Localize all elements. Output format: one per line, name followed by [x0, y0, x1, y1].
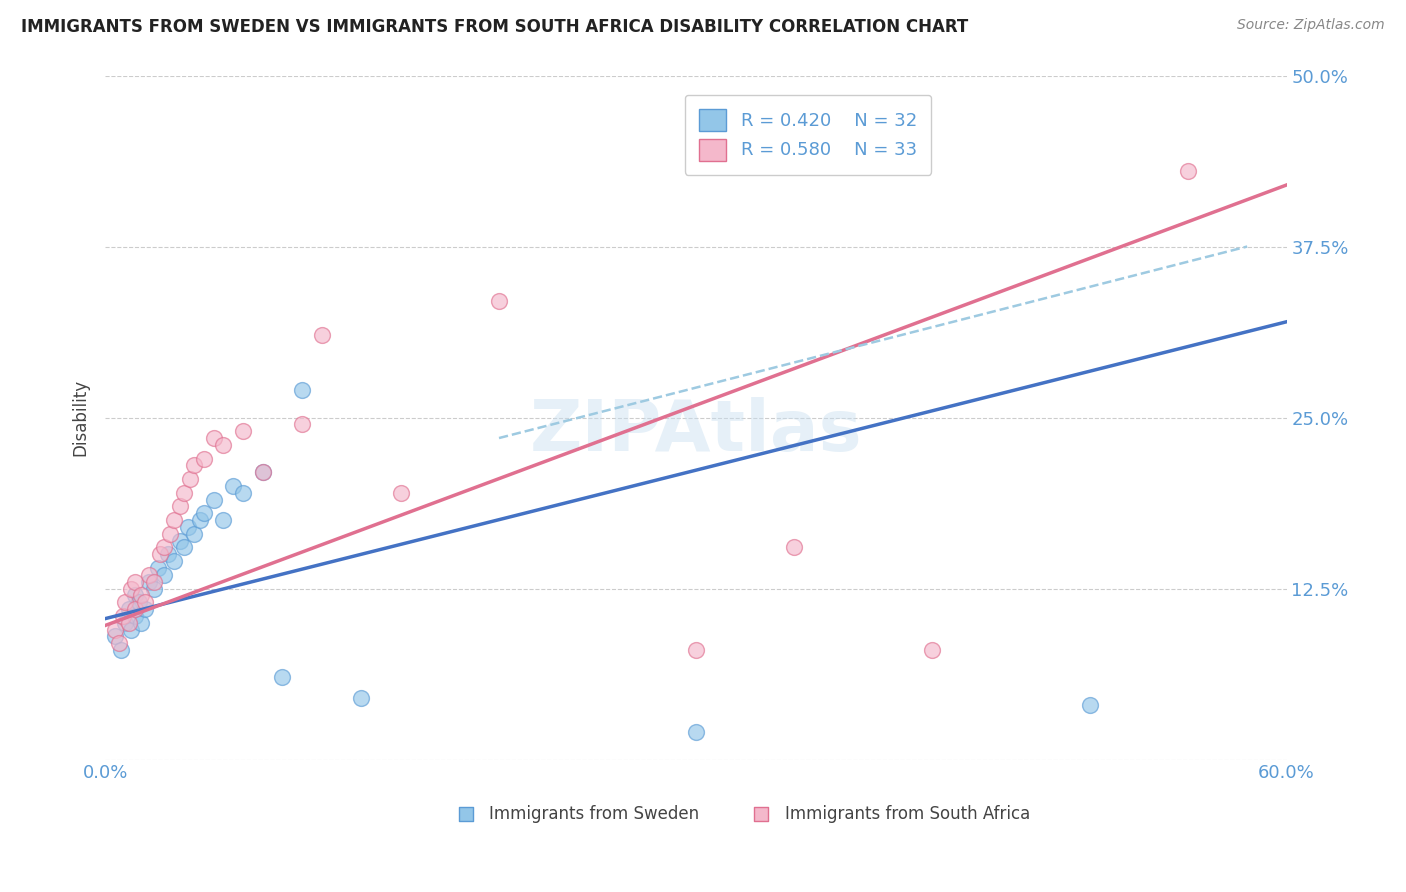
Text: Immigrants from South Africa: Immigrants from South Africa — [785, 805, 1029, 823]
Point — [193, 506, 215, 520]
Point — [149, 547, 172, 561]
Point — [134, 602, 156, 616]
Point — [193, 451, 215, 466]
Point — [212, 438, 235, 452]
Point — [1187, 862, 1209, 876]
Point — [110, 643, 132, 657]
Point — [685, 643, 707, 657]
Point — [134, 595, 156, 609]
Point — [124, 608, 146, 623]
Point — [173, 485, 195, 500]
Point — [143, 582, 166, 596]
Point — [148, 561, 170, 575]
Point — [173, 541, 195, 555]
Point — [114, 615, 136, 630]
Point — [138, 567, 160, 582]
Point — [120, 623, 142, 637]
Point — [202, 431, 225, 445]
Point — [124, 602, 146, 616]
Y-axis label: Disability: Disability — [72, 379, 89, 456]
Point — [111, 608, 134, 623]
Point — [129, 615, 152, 630]
Point — [695, 862, 717, 876]
Point — [1177, 164, 1199, 178]
Point — [921, 643, 943, 657]
Point — [271, 670, 294, 684]
Point — [1078, 698, 1101, 712]
Point — [153, 567, 176, 582]
Point — [232, 485, 254, 500]
Point — [179, 472, 201, 486]
Point — [159, 526, 181, 541]
Point — [291, 383, 314, 397]
Text: ZIPAtlas: ZIPAtlas — [530, 397, 862, 466]
Point — [232, 424, 254, 438]
Point — [183, 458, 205, 473]
Point — [114, 595, 136, 609]
Point — [124, 588, 146, 602]
Point — [291, 417, 314, 432]
Text: Source: ZipAtlas.com: Source: ZipAtlas.com — [1237, 18, 1385, 32]
Point — [169, 533, 191, 548]
Text: Immigrants from Sweden: Immigrants from Sweden — [489, 805, 699, 823]
Point — [685, 725, 707, 739]
Point — [177, 520, 200, 534]
Point — [169, 500, 191, 514]
Point — [252, 465, 274, 479]
Point — [188, 513, 211, 527]
Point — [120, 582, 142, 596]
Point — [138, 574, 160, 589]
Point — [252, 465, 274, 479]
Point — [118, 615, 141, 630]
Point — [157, 547, 180, 561]
Point — [183, 526, 205, 541]
Point — [104, 629, 127, 643]
Point — [350, 690, 373, 705]
Point — [783, 541, 806, 555]
Point — [163, 513, 186, 527]
Point — [104, 623, 127, 637]
Point — [163, 554, 186, 568]
Point — [202, 492, 225, 507]
Point — [212, 513, 235, 527]
Text: IMMIGRANTS FROM SWEDEN VS IMMIGRANTS FROM SOUTH AFRICA DISABILITY CORRELATION CH: IMMIGRANTS FROM SWEDEN VS IMMIGRANTS FRO… — [21, 18, 969, 36]
Point — [153, 541, 176, 555]
Point — [389, 485, 412, 500]
Point — [118, 602, 141, 616]
Point — [108, 636, 131, 650]
Point — [128, 595, 150, 609]
Point — [129, 588, 152, 602]
Point — [311, 328, 333, 343]
Point — [143, 574, 166, 589]
Point — [488, 294, 510, 309]
Point — [222, 479, 245, 493]
Legend: R = 0.420    N = 32, R = 0.580    N = 33: R = 0.420 N = 32, R = 0.580 N = 33 — [685, 95, 931, 175]
Point — [124, 574, 146, 589]
